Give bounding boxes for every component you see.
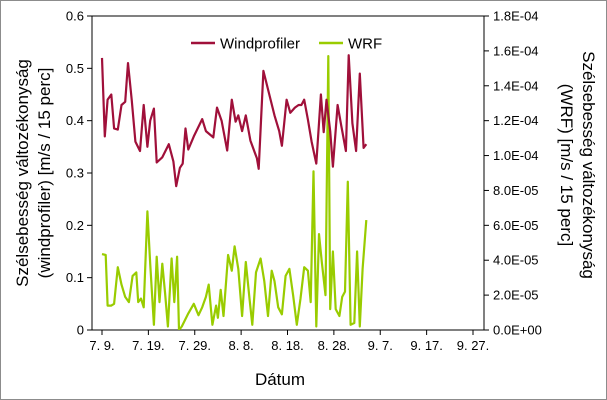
x-tick-label: 9. 7. bbox=[368, 338, 393, 353]
x-tick-label: 7. 29. bbox=[178, 338, 211, 353]
y-right-axis-label: Szélsebesség változékonyság bbox=[579, 51, 598, 279]
y-left-tick-label: 0 bbox=[77, 323, 84, 338]
x-tick-label: 9. 27. bbox=[457, 338, 490, 353]
y-left-tick-label: 0.6 bbox=[66, 9, 84, 24]
y-left-axis-label: (windprofiler) [m/s / 15 perc] bbox=[35, 68, 54, 279]
y-right-tick-label: 1.2E-04 bbox=[493, 113, 539, 128]
y-left-tick-label: 0.3 bbox=[66, 166, 84, 181]
y-right-tick-label: 4.0E-05 bbox=[493, 253, 539, 268]
x-tick-label: 7. 19. bbox=[132, 338, 165, 353]
y-left-tick-label: 0.4 bbox=[66, 113, 84, 128]
y-left-tick-label: 0.5 bbox=[66, 61, 84, 76]
x-tick-label: 8. 28. bbox=[318, 338, 351, 353]
y-right-tick-label: 1.4E-04 bbox=[493, 78, 539, 93]
y-right-tick-label: 1.6E-04 bbox=[493, 43, 539, 58]
series-line-windprofiler bbox=[100, 54, 368, 188]
x-tick-label: 7. 9. bbox=[89, 338, 114, 353]
y-right-tick-label: 6.0E-05 bbox=[493, 218, 539, 233]
x-tick-label: 9. 17. bbox=[410, 338, 443, 353]
x-axis-label: Dátum bbox=[255, 370, 305, 389]
y-left-tick-label: 0.2 bbox=[66, 218, 84, 233]
y-right-tick-label: 1.0E-04 bbox=[493, 148, 539, 163]
legend-label-wrf: WRF bbox=[348, 36, 382, 53]
y-left-axis-label: Szélsebesség változékonyság bbox=[13, 59, 32, 287]
legend-label-windprofiler: Windprofiler bbox=[220, 36, 300, 53]
y-right-tick-label: 0.0E+00 bbox=[493, 323, 542, 338]
y-right-axis-label: (WRF) [m/s / 15 perc] bbox=[557, 84, 576, 246]
y-right-tick-label: 2.0E-05 bbox=[493, 288, 539, 303]
y-right-tick-label: 8.0E-05 bbox=[493, 183, 539, 198]
series-line-wrf bbox=[101, 54, 368, 330]
x-tick-label: 8. 8. bbox=[228, 338, 253, 353]
y-right-tick-label: 1.8E-04 bbox=[493, 9, 539, 24]
y-left-tick-label: 0.1 bbox=[66, 270, 84, 285]
x-tick-label: 8. 18. bbox=[271, 338, 304, 353]
